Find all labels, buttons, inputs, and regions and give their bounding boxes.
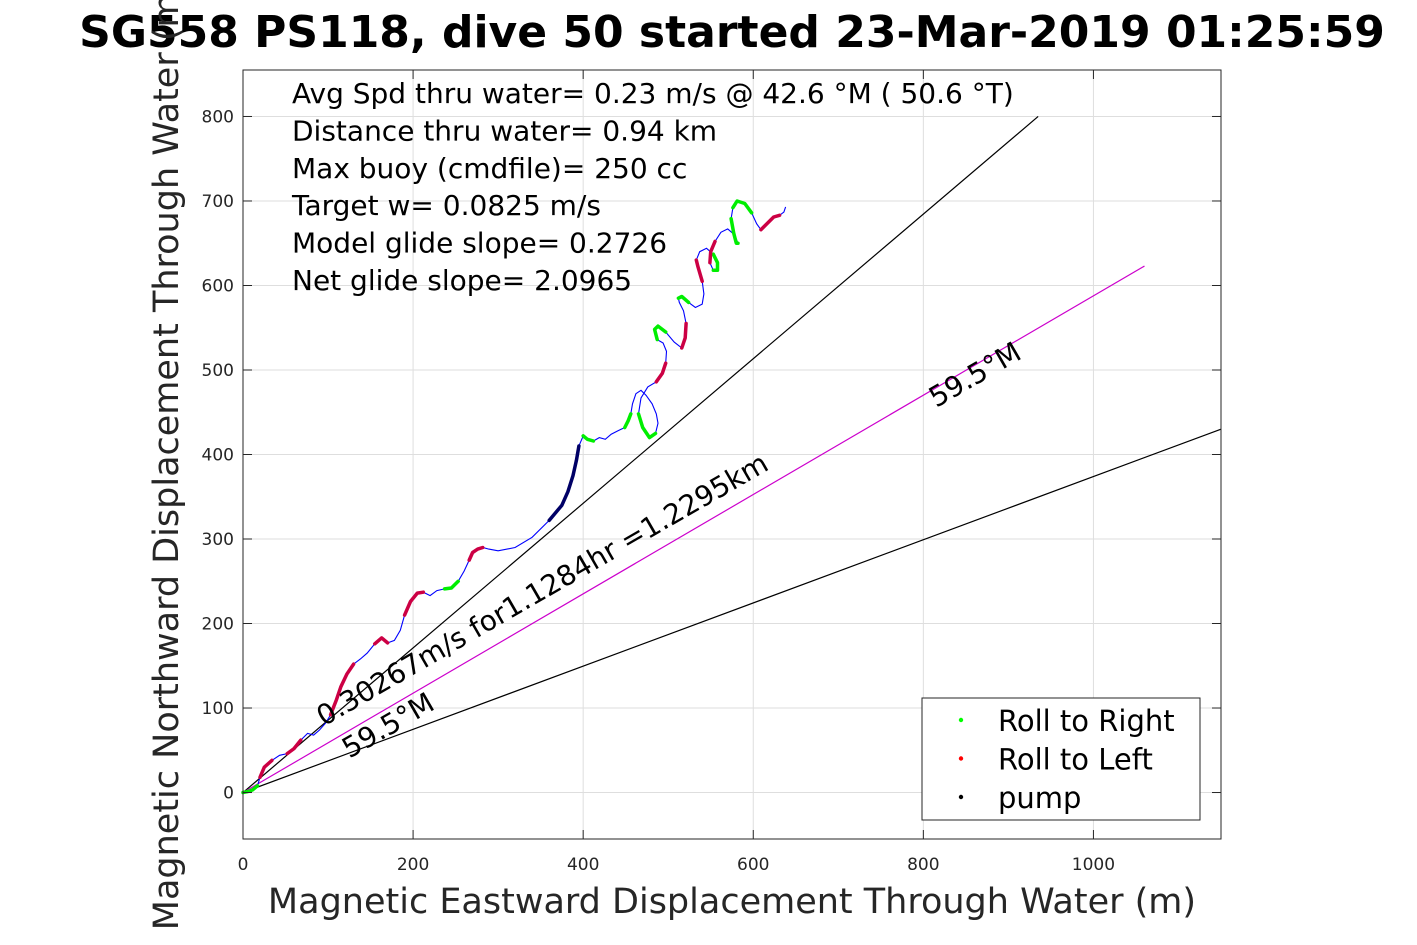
line-annotation: 59.5°M — [923, 335, 1027, 414]
roll-segments — [241, 199, 782, 795]
roll-segment — [711, 252, 720, 273]
legend-marker — [958, 717, 964, 723]
track-layer — [242, 200, 787, 794]
legend: Roll to Right Roll to Left pump — [921, 697, 1201, 821]
roll-segment — [729, 216, 740, 245]
roll-segment — [442, 579, 460, 591]
y-tick-label: 700 — [202, 192, 234, 212]
x-tick-label: 1000 — [1072, 855, 1115, 875]
roll-segment — [547, 444, 581, 523]
roll-segment — [581, 434, 596, 443]
reference-lines — [242, 116, 1222, 794]
y-tick-label: 100 — [202, 699, 234, 719]
info-text: Avg Spd thru water= 0.23 m/s @ 42.6 °M (… — [291, 77, 1014, 297]
legend-box — [921, 697, 1201, 821]
info-line: Max buoy (cmdfile)= 250 cc — [292, 152, 687, 185]
track-line — [242, 200, 787, 794]
roll-segment — [731, 199, 754, 215]
chart-title: SG558 PS118, dive 50 started 23-Mar-2019… — [79, 7, 1385, 58]
legend-marker — [958, 756, 964, 761]
legend-label: Roll to Right — [998, 704, 1175, 738]
roll-segment — [654, 361, 668, 384]
line-annotation: 0.30267m/s for1.1284hr =1.2295km — [311, 446, 774, 732]
legend-label: Roll to Left — [998, 743, 1153, 777]
x-tick-label: 600 — [737, 855, 769, 875]
roll-segment — [258, 758, 274, 780]
legend-label: pump — [998, 781, 1081, 815]
y-tick-label: 800 — [202, 107, 234, 127]
roll-segment — [623, 412, 633, 430]
roll-segment — [636, 412, 658, 440]
roll-segment — [708, 239, 717, 265]
reference-line — [242, 265, 1145, 794]
roll-segment — [759, 213, 782, 232]
axis-ticks: 0 200 400 600 800 1000 0 100 200 300 400 500 600 700 8… — [202, 70, 1221, 875]
y-tick-label: 400 — [202, 446, 234, 466]
grid — [242, 70, 1221, 839]
reference-line — [242, 428, 1222, 794]
annotations: 0.30267m/s for1.1284hr =1.2295km59.5°M59… — [311, 335, 1027, 765]
y-tick-label: 0 — [223, 784, 234, 804]
roll-segment — [680, 321, 688, 350]
x-tick-label: 0 — [238, 855, 249, 875]
info-line: Net glide slope= 2.0965 — [292, 264, 632, 297]
y-tick-label: 200 — [202, 615, 234, 635]
roll-segment — [373, 636, 390, 646]
roll-segment — [676, 294, 691, 305]
x-axis-label: Magnetic Eastward Displacement Through W… — [268, 882, 1196, 922]
y-tick-label: 300 — [202, 530, 234, 550]
info-line: Avg Spd thru water= 0.23 m/s @ 42.6 °M (… — [292, 77, 1014, 110]
roll-segment — [694, 258, 704, 284]
legend-marker — [958, 794, 964, 800]
info-line: Target w= 0.0825 m/s — [291, 189, 601, 222]
y-axis-label: Magnetic Northward Displacement Through … — [147, 0, 187, 930]
reference-line — [242, 116, 1039, 793]
roll-segment — [652, 324, 668, 342]
roll-segment — [328, 662, 356, 717]
x-tick-label: 400 — [567, 855, 599, 875]
roll-segment — [285, 738, 303, 756]
info-line: Model glide slope= 0.2726 — [292, 227, 667, 260]
x-tick-label: 200 — [397, 855, 429, 875]
roll-segment — [467, 545, 485, 562]
x-tick-label: 800 — [907, 855, 939, 875]
y-tick-label: 500 — [202, 361, 234, 381]
y-tick-label: 600 — [202, 276, 234, 296]
info-line: Distance thru water= 0.94 km — [292, 114, 717, 147]
roll-segment — [402, 590, 426, 617]
